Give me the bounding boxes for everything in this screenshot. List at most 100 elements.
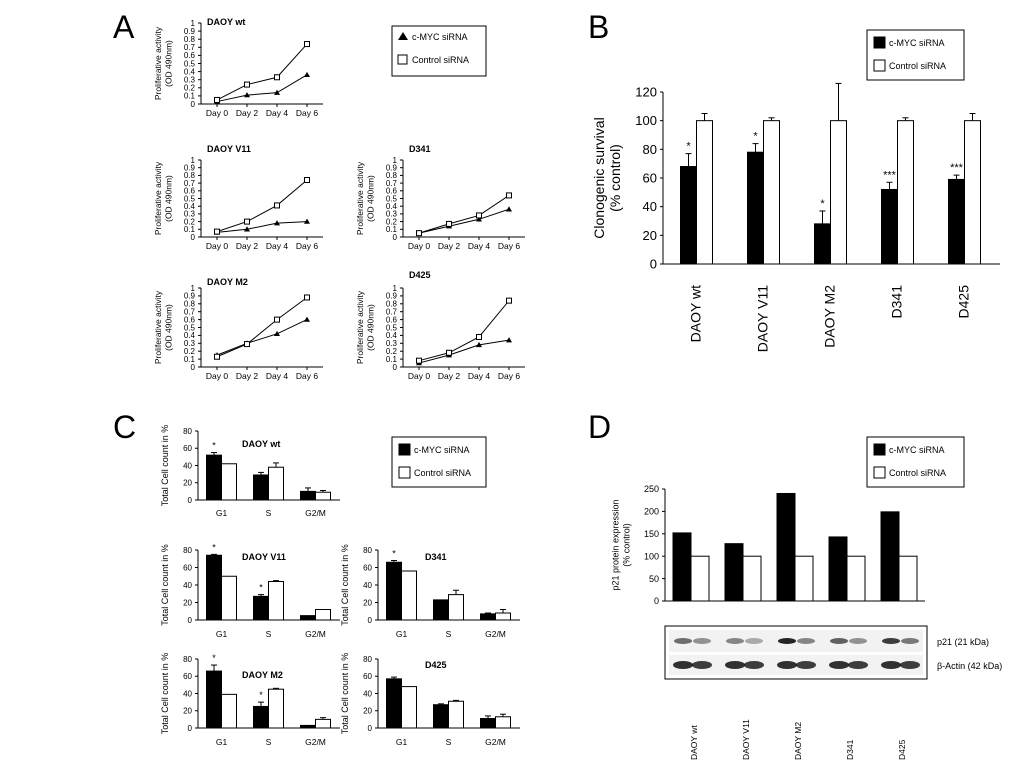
data-point-square	[214, 353, 220, 360]
band-p21	[693, 638, 711, 644]
y-tick-label: 0	[191, 363, 196, 372]
y-tick-label: 60	[183, 563, 192, 572]
x-tick-label: G2/M	[485, 737, 506, 747]
bar	[897, 120, 914, 265]
bar	[828, 536, 848, 602]
blot-lane-label: DAOY V11	[741, 719, 751, 760]
y-tick-label: 60	[363, 563, 372, 572]
band-p21	[797, 638, 815, 644]
panel-letter-d: D	[588, 409, 611, 445]
x-tick-label: G1	[396, 629, 408, 639]
data-point-square	[274, 74, 280, 81]
data-point-triangle	[506, 206, 512, 212]
y-axis-label: (OD 490nm)	[163, 175, 173, 222]
blot-band-label: p21 (21 kDa)	[937, 637, 989, 647]
y-tick-label: 0.5	[184, 323, 196, 332]
y-axis-label: (% control)	[622, 523, 632, 567]
panel-letter-c: C	[113, 409, 136, 445]
legend-label: c-MYC siRNA	[414, 445, 470, 455]
y-tick-label: 0.2	[184, 217, 196, 226]
chart-title: D341	[409, 144, 431, 154]
bar	[300, 615, 316, 621]
x-tick-label: DAOY wt	[688, 285, 704, 342]
y-tick-label: 0.6	[184, 315, 196, 324]
y-tick-label: 0.8	[386, 300, 398, 309]
y-tick-label: 0	[650, 257, 657, 272]
bar	[480, 613, 496, 621]
y-tick-label: 0.4	[386, 202, 398, 211]
data-point-triangle	[304, 71, 310, 78]
bar	[386, 678, 402, 729]
series-line-triangle	[216, 74, 308, 103]
y-axis-label: Total Cell count in %	[160, 544, 170, 626]
legend-label: c-MYC siRNA	[889, 38, 945, 48]
bar	[880, 511, 900, 602]
chart-a3: 00.10.20.30.40.50.60.70.80.91 Proliferati…	[355, 144, 525, 251]
y-axis-label: Clonogenic survival	[591, 117, 607, 238]
y-tick-label: 0.1	[386, 225, 398, 234]
bar	[386, 561, 402, 621]
blot-lane-label: DAOY M2	[793, 722, 803, 760]
y-tick-label: 0.3	[386, 339, 398, 348]
y-tick-label: 20	[363, 707, 372, 716]
data-point-triangle	[274, 89, 280, 95]
data-point-triangle	[244, 92, 250, 98]
y-tick-label: 0.1	[184, 225, 196, 234]
x-tick-label: D341	[889, 285, 905, 319]
y-tick-label: 0.2	[184, 84, 196, 93]
y-tick-label: 0.3	[386, 210, 398, 219]
band-actin	[725, 661, 745, 669]
legend-label: c-MYC siRNA	[889, 445, 945, 455]
x-tick-label: S	[446, 629, 452, 639]
significance-marker: *	[212, 441, 216, 451]
y-tick-label: 0.7	[184, 43, 196, 52]
legend-swatch-square	[397, 54, 408, 65]
data-point-square	[274, 202, 280, 209]
x-tick-label: Day 4	[266, 371, 288, 381]
y-axis-label: (OD 490nm)	[163, 40, 173, 87]
series-line-triangle	[418, 208, 510, 234]
bar	[268, 581, 284, 621]
chart-a1: 00.10.20.30.40.50.60.70.80.91 Proliferati…	[153, 17, 323, 118]
legend-lines: c-MYC siRNA Control siRNA	[391, 25, 487, 77]
y-tick-label: 40	[643, 199, 657, 214]
bar	[898, 555, 918, 602]
x-tick-label: Day 4	[468, 371, 490, 381]
y-axis-label: (OD 490nm)	[365, 175, 375, 222]
bar	[268, 688, 284, 729]
y-tick-label: 20	[183, 479, 192, 488]
y-tick-label: 120	[635, 85, 657, 100]
y-tick-label: 0.6	[386, 315, 398, 324]
y-tick-label: 0.4	[184, 202, 196, 211]
blot-lane-label: D425	[897, 739, 907, 760]
x-tick-label: G1	[216, 629, 228, 639]
y-tick-label: 0	[188, 724, 193, 733]
y-tick-label: 0.8	[184, 35, 196, 44]
bar	[747, 151, 764, 265]
x-tick-label: Day 2	[438, 241, 460, 251]
chart-title: DAOY wt	[242, 439, 280, 449]
y-axis-label: (OD 490nm)	[163, 304, 173, 351]
data-point-square	[274, 316, 280, 323]
y-tick-label: 0.4	[184, 67, 196, 76]
chart-c2: 0 20 40 60 80 Total Cell count in % DAOY V11 * G…	[160, 542, 340, 639]
y-tick-label: 60	[183, 672, 192, 681]
series-line-triangle	[216, 221, 308, 233]
bar	[495, 612, 511, 621]
y-tick-label: 60	[363, 672, 372, 681]
y-tick-label: 0.2	[386, 217, 398, 226]
bar	[830, 120, 847, 265]
legend-bars: c-MYC siRNA Control siRNA	[391, 436, 487, 488]
y-tick-label: 0.5	[386, 194, 398, 203]
x-tick-label: Day 2	[236, 108, 258, 118]
x-tick-label: Day 4	[266, 108, 288, 118]
y-tick-label: 0.5	[386, 323, 398, 332]
bar	[881, 188, 898, 265]
chart-title: D425	[409, 270, 431, 280]
band-p21	[745, 638, 763, 644]
blot-lane-label: DAOY wt	[689, 725, 699, 760]
band-actin	[692, 661, 712, 669]
y-tick-label: 0.5	[184, 194, 196, 203]
legend-swatch	[398, 443, 411, 456]
y-tick-label: 0.6	[184, 187, 196, 196]
